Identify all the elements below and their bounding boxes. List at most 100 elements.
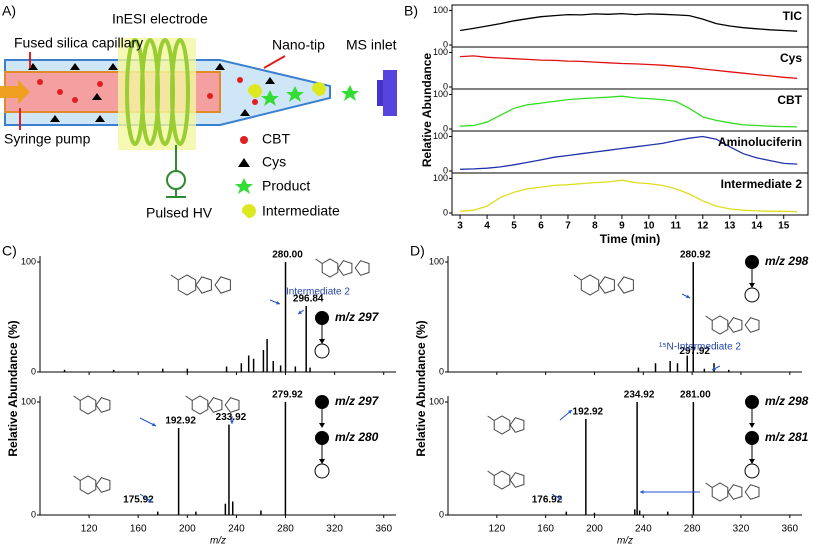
series-label: Intermediate 2 xyxy=(721,177,803,191)
y-tick-label: 100 xyxy=(433,47,448,57)
ring xyxy=(195,276,212,294)
y-tick-label: 0 xyxy=(439,509,444,519)
x-tick-label: 160 xyxy=(130,524,147,535)
ring xyxy=(598,276,615,294)
peak-label: 176.92 xyxy=(532,494,563,505)
arrow-head xyxy=(749,459,755,464)
arrow-head xyxy=(558,496,562,500)
arrow-head xyxy=(640,490,644,494)
peak-label: 296.84 xyxy=(293,294,324,305)
ring xyxy=(354,260,370,276)
y-tick-label: 0 xyxy=(439,366,444,376)
arrow-head xyxy=(148,498,152,502)
ring xyxy=(617,276,634,294)
peak-label: 233.92 xyxy=(216,412,247,423)
ring xyxy=(493,470,511,490)
trace xyxy=(460,135,798,170)
y-tick-label: 100 xyxy=(429,396,444,406)
structure xyxy=(73,475,111,495)
x-tick-label: 15 xyxy=(778,221,790,232)
ring xyxy=(177,274,197,296)
bond xyxy=(315,258,323,264)
structure xyxy=(705,315,760,335)
product-ion xyxy=(744,463,760,479)
ring xyxy=(337,260,353,276)
x-tick-label: 12 xyxy=(697,221,709,232)
ring xyxy=(79,395,97,415)
y-tick-label: 0 xyxy=(443,39,448,49)
y-tick-label: 100 xyxy=(21,396,36,406)
label: Fused silica capillary xyxy=(14,35,143,51)
peak-label: 192.92 xyxy=(573,407,604,418)
arrow-head xyxy=(319,459,325,464)
trace xyxy=(460,95,798,128)
arrow-head xyxy=(152,422,156,427)
legend-swatch xyxy=(238,158,250,167)
ring xyxy=(224,397,240,413)
structure xyxy=(487,415,525,435)
arrow-head xyxy=(749,283,755,288)
precursor-label: m/z 298 xyxy=(765,394,809,408)
ring xyxy=(744,484,760,500)
product-ion xyxy=(314,463,330,479)
y-tick-label: 100 xyxy=(433,173,448,183)
peak-label: 192.92 xyxy=(165,416,196,427)
precursor-label: m/z 281 xyxy=(765,430,809,444)
legend-swatch xyxy=(240,136,248,144)
ring xyxy=(711,315,729,335)
structure xyxy=(185,395,240,415)
series-label: Cys xyxy=(780,51,802,65)
bond xyxy=(705,315,713,321)
trace xyxy=(460,12,798,32)
bond xyxy=(185,395,193,401)
x-tick-label: 200 xyxy=(586,524,603,535)
structure xyxy=(73,395,111,415)
strip-frame xyxy=(451,172,809,216)
label: Syringe pump xyxy=(4,131,91,147)
y-tick-label: 0 xyxy=(31,366,36,376)
legend-label: CBT xyxy=(262,131,290,147)
cbt-dots xyxy=(37,77,258,105)
x-tick-label: 360 xyxy=(375,524,392,535)
legend-label: Intermediate xyxy=(262,203,340,219)
structure xyxy=(170,274,231,296)
structure xyxy=(487,470,525,490)
x-tick-label: 8 xyxy=(592,221,598,232)
ring xyxy=(509,472,525,488)
strip-frame xyxy=(451,88,809,132)
ring xyxy=(191,395,209,415)
panel-letter: A) xyxy=(2,3,16,19)
precursor-label: m/z 297 xyxy=(335,394,380,408)
legend-swatch xyxy=(235,178,253,194)
precursor-ion xyxy=(315,431,329,445)
x-tick-label: 200 xyxy=(179,524,196,535)
trace xyxy=(460,55,798,80)
x-tick-label: 6 xyxy=(538,221,544,232)
ring xyxy=(727,317,743,333)
x-tick-label: 10 xyxy=(643,221,655,232)
arrow-head xyxy=(712,366,716,371)
series-label: Aminoluciferin xyxy=(718,135,802,149)
x-tick-label: 14 xyxy=(751,221,763,232)
bond xyxy=(170,274,179,281)
ring xyxy=(744,317,760,333)
peak-label: 234.92 xyxy=(624,390,655,401)
ring xyxy=(207,397,223,413)
compound-label: Intermediate 2 xyxy=(286,287,350,298)
structure xyxy=(705,482,760,502)
x-tick-label: 320 xyxy=(733,524,750,535)
legend-swatch xyxy=(241,204,256,219)
precursor-ion xyxy=(745,255,759,269)
precursor-label: m/z 297 xyxy=(335,310,380,324)
product-ion xyxy=(314,343,330,359)
ring xyxy=(580,274,600,296)
peak-label: 280.92 xyxy=(680,250,711,261)
x-tick-label: 3 xyxy=(457,221,463,232)
y-tick-label: 0 xyxy=(443,165,448,175)
bond xyxy=(73,395,81,401)
label: MS inlet xyxy=(346,37,397,53)
y-axis-label: Relative Abundance xyxy=(420,53,434,168)
intermediate-icon xyxy=(311,82,326,97)
arrow-head xyxy=(686,294,690,299)
